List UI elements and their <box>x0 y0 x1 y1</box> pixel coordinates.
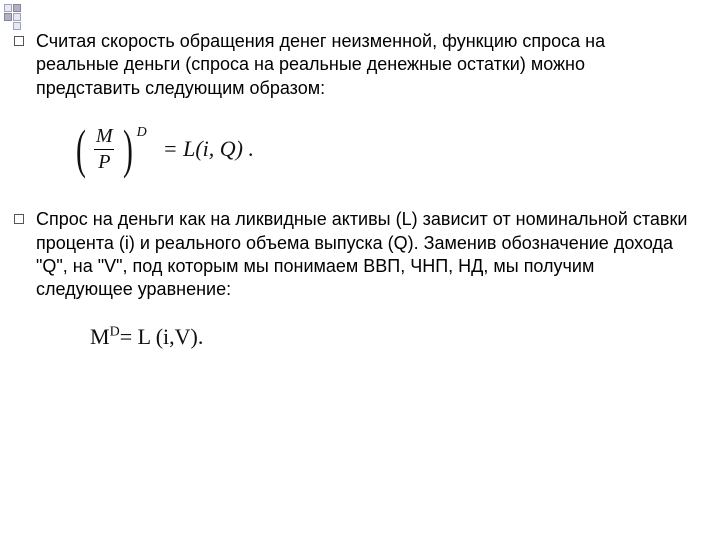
left-paren: ( <box>76 122 86 176</box>
right-paren: ) <box>123 122 133 176</box>
paragraph-1-text: Считая скорость обращения денег неизменн… <box>36 31 605 98</box>
f2-rest: = L (i,V). <box>120 324 204 349</box>
bullet-icon <box>14 214 24 224</box>
f2-sup: D <box>110 324 120 339</box>
formula-1: ( M P ) D = L(i, Q) . <box>72 122 690 176</box>
denominator: P <box>94 149 114 174</box>
paren-group: ( M P ) <box>72 122 137 176</box>
deco-sq <box>4 4 12 12</box>
f2-base: M <box>90 324 110 349</box>
exponent: D <box>137 125 147 141</box>
formula-rhs: = L(i, Q) . <box>163 136 254 162</box>
paragraph-2: Спрос на деньги как на ликвидные активы … <box>36 208 690 302</box>
paragraph-2-text: Спрос на деньги как на ликвидные активы … <box>36 209 687 299</box>
bullet-icon <box>14 36 24 46</box>
deco-sq <box>4 22 12 30</box>
paragraph-1: Считая скорость обращения денег неизменн… <box>36 30 690 100</box>
numerator: M <box>92 125 117 149</box>
deco-sq <box>13 4 21 12</box>
deco-sq <box>22 4 30 12</box>
slide-content: Считая скорость обращения денег неизменн… <box>0 0 720 380</box>
deco-sq <box>13 22 21 30</box>
corner-decoration <box>4 4 34 30</box>
formula-2: MD= L (i,V). <box>90 324 690 350</box>
deco-sq <box>4 13 12 21</box>
fraction: M P <box>92 125 117 174</box>
deco-sq <box>13 13 21 21</box>
deco-sq <box>22 13 30 21</box>
